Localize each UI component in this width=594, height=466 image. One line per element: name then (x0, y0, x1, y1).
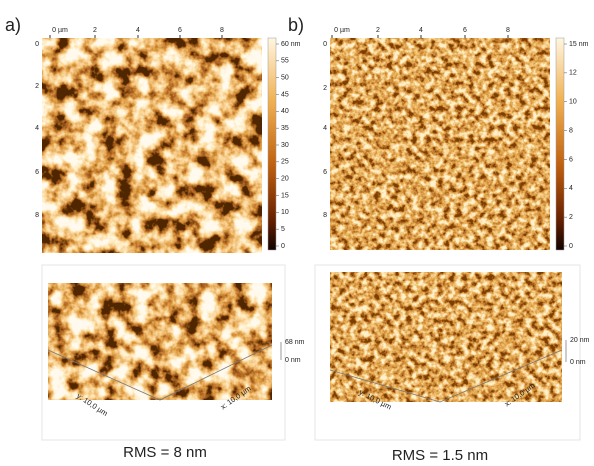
rms-caption: RMS = 8 nm (123, 444, 207, 461)
y-axis-label-3d: y: 10,0 µm (358, 388, 393, 412)
x-axis-label-3d: x: 10,0 µm (219, 384, 253, 412)
x-tick-label: 4 (136, 27, 140, 34)
panel-label: b) (288, 15, 304, 35)
panel-3d-frame (41, 264, 286, 441)
y-tick-label: 6 (323, 169, 327, 176)
colorbar-label: 10 (281, 209, 289, 216)
colorbar (555, 37, 565, 251)
surface-3d (48, 283, 272, 400)
panel-3d-frame (314, 264, 581, 441)
x-tick-label: 2 (93, 27, 97, 34)
colorbar-label: 25 (281, 159, 289, 166)
colorbar-label: 8 (569, 127, 573, 134)
colorbar-label: 30 (281, 142, 289, 149)
x-tick-label: 8 (220, 27, 224, 34)
z-min-label: 0 nm (570, 359, 586, 366)
z-max-label: 68 nm (285, 339, 305, 346)
colorbar-label: 4 (569, 185, 573, 192)
y-tick-label: 2 (35, 83, 39, 90)
colorbar-label: 0 (569, 243, 573, 250)
y-tick-label: 4 (323, 125, 327, 132)
colorbar-label: 55 (281, 58, 289, 65)
x-tick-label: 4 (419, 27, 423, 34)
y-tick-label: 6 (35, 169, 39, 176)
colorbar-label: 10 (569, 99, 577, 106)
afm-height-map (330, 38, 550, 250)
x-tick-label: 8 (506, 27, 510, 34)
colorbar-label: 50 (281, 75, 289, 82)
colorbar-label: 60 nm (281, 41, 301, 48)
z-max-label: 20 nm (570, 337, 590, 344)
y-tick-label: 2 (323, 85, 327, 92)
surface-3d-base (329, 349, 563, 403)
x-tick-label: 6 (463, 27, 467, 34)
rms-caption: RMS = 1.5 nm (392, 447, 488, 464)
colorbar-label: 2 (569, 214, 573, 221)
panel-label: a) (5, 15, 21, 35)
colorbar-label: 45 (281, 91, 289, 98)
x-tick-label: 6 (178, 27, 182, 34)
y-tick-label: 8 (35, 212, 39, 219)
y-tick-label: 0 (35, 41, 39, 48)
colorbar-label: 0 (281, 243, 285, 250)
x-tick-label: 2 (376, 27, 380, 34)
surface-3d (330, 272, 562, 402)
y-tick-label: 8 (323, 212, 327, 219)
colorbar-label: 15 nm (569, 41, 589, 48)
colorbar-label: 6 (569, 156, 573, 163)
x-tick-label: 0 µm (52, 27, 68, 34)
colorbar-label: 5 (281, 226, 285, 233)
x-tick-label: 0 µm (334, 27, 350, 34)
x-axis-label-3d: x: 10,0 µm (503, 381, 537, 409)
afm-height-map (42, 38, 262, 253)
colorbar-label: 15 (281, 192, 289, 199)
y-tick-label: 4 (35, 125, 39, 132)
y-tick-label: 0 (323, 41, 327, 48)
colorbar-label: 35 (281, 125, 289, 132)
colorbar-label: 40 (281, 108, 289, 115)
colorbar-label: 20 (281, 176, 289, 183)
colorbar-label: 12 (569, 70, 577, 77)
y-axis-label-3d: y: 10,0 µm (75, 391, 109, 418)
colorbar (267, 37, 277, 251)
z-min-label: 0 nm (285, 357, 301, 364)
surface-3d-base (47, 344, 273, 401)
